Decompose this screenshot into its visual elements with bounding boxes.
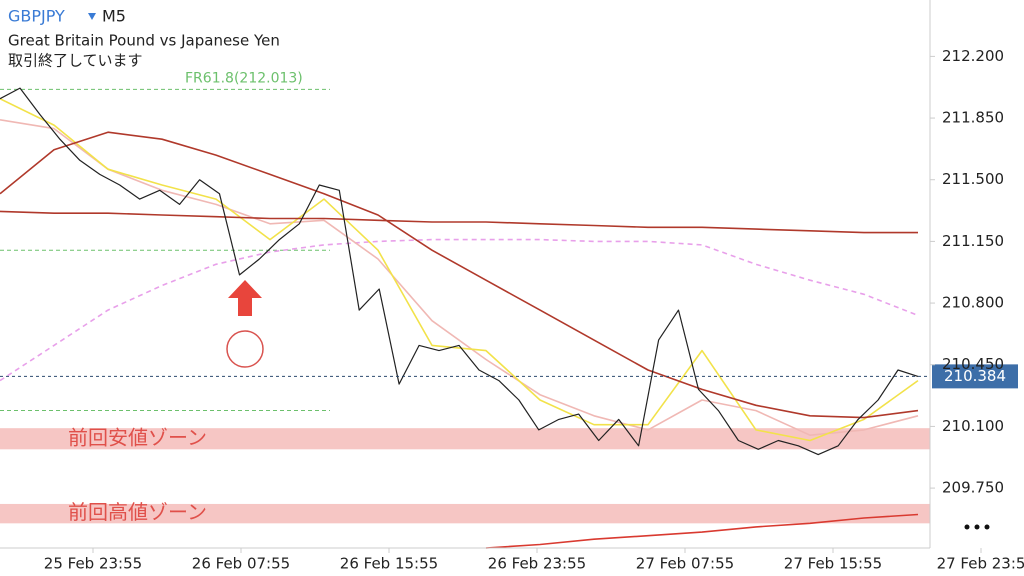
- moving-average: [0, 119, 919, 436]
- zone-label: 前回高値ゾーン: [68, 500, 207, 524]
- timeframe[interactable]: M5: [102, 7, 126, 26]
- y-tick-label: 210.100: [942, 417, 1004, 435]
- symbol[interactable]: GBPJPY: [8, 7, 65, 26]
- zone: [0, 503, 930, 524]
- moving-average: [485, 513, 919, 549]
- current-price-box: [932, 364, 1018, 389]
- y-tick-label: 211.850: [942, 109, 1004, 127]
- dropdown-icon[interactable]: [88, 13, 96, 20]
- x-tick-label: 25 Feb 23:55: [44, 555, 142, 573]
- price-line: [0, 87, 919, 456]
- more-icon[interactable]: [964, 524, 990, 530]
- x-tick-label: 26 Feb 23:55: [488, 555, 586, 573]
- x-tick-label: 26 Feb 07:55: [192, 555, 290, 573]
- zone-label: 前回安値ゾーン: [68, 425, 207, 449]
- moving-average: [0, 238, 919, 382]
- arrow: [228, 280, 262, 316]
- y-tick-label: 210.450: [942, 355, 1004, 373]
- y-tick-label: 209.750: [942, 479, 1004, 497]
- market-status: 取引終了しています: [8, 52, 143, 70]
- level-label: FR61.8(212.013): [185, 70, 303, 86]
- instrument-name: Great Britain Pound vs Japanese Yen: [8, 32, 280, 50]
- moving-average: [0, 97, 919, 442]
- y-tick-label: 210.800: [942, 294, 1004, 312]
- y-tick-label: 211.150: [942, 232, 1004, 250]
- moving-average: [0, 131, 919, 419]
- x-tick-label: 26 Feb 15:55: [340, 555, 438, 573]
- marker-circle: [226, 330, 264, 368]
- current-price-label: 210.384: [944, 367, 1006, 385]
- x-tick-label: 27 Feb 07:55: [636, 555, 734, 573]
- moving-average: [0, 210, 918, 234]
- x-tick-label: 27 Feb 23:5: [937, 555, 1024, 573]
- y-tick-label: 212.200: [942, 47, 1004, 65]
- x-tick-label: 27 Feb 15:55: [784, 555, 882, 573]
- y-tick-label: 211.500: [942, 170, 1004, 188]
- zone: [0, 428, 930, 450]
